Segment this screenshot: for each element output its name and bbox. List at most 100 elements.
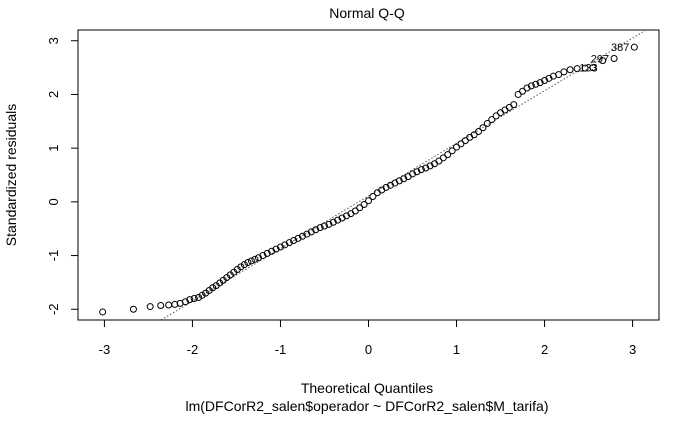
data-point: [453, 143, 461, 151]
data-point: [186, 296, 194, 304]
y-tick-label: 0: [46, 198, 61, 205]
data-point: [475, 128, 483, 135]
data-point: [532, 80, 540, 88]
x-tick-label: -1: [275, 342, 287, 357]
data-point: [409, 170, 417, 178]
data-point: [610, 54, 618, 62]
data-point: [171, 300, 179, 308]
data-point: [589, 64, 597, 72]
y-axis-label: Standardized residuals: [3, 104, 19, 246]
data-point: [560, 68, 568, 76]
data-point: [387, 181, 395, 189]
x-tick-label: -3: [99, 342, 111, 357]
chart-title: Normal Q-Q: [329, 5, 405, 21]
data-point: [303, 230, 311, 238]
data-point: [382, 183, 390, 191]
data-point: [581, 64, 589, 72]
data-point: [573, 65, 581, 73]
data-point: [329, 218, 337, 226]
data-point: [157, 302, 165, 309]
data-point: [523, 84, 531, 92]
data-point: [129, 305, 137, 313]
data-point: [422, 164, 430, 172]
plot-frame: [77, 29, 660, 321]
y-tick-label: 2: [46, 91, 61, 98]
data-point: [254, 254, 262, 262]
data-point: [448, 147, 456, 155]
data-point: [312, 226, 320, 234]
data-point: [338, 214, 346, 222]
data-point: [342, 212, 350, 220]
data-point: [470, 131, 478, 139]
data-point: [541, 76, 549, 84]
y-tick-label: -1: [46, 250, 61, 262]
data-point: [510, 101, 518, 109]
data-point: [435, 157, 443, 165]
data-point: [426, 162, 434, 170]
x-axis: -3 -2 -1 0 1 2 3: [99, 319, 636, 357]
data-point: [290, 237, 298, 245]
data-point: [240, 261, 248, 269]
data-point: [365, 197, 372, 205]
data-point: [351, 207, 359, 215]
data-point: [457, 140, 465, 148]
data-point: [298, 232, 306, 240]
data-point: [195, 293, 203, 301]
y-tick-label: 1: [46, 145, 61, 152]
data-point: [165, 301, 173, 309]
data-point: [369, 192, 377, 200]
data-point: [307, 228, 315, 236]
data-point: [417, 166, 425, 174]
data-point: [272, 245, 280, 253]
y-tick-label: 3: [46, 37, 61, 44]
reference-line: [160, 29, 647, 321]
data-point: [630, 43, 638, 51]
data-point: [566, 66, 574, 74]
data-point: [555, 71, 563, 79]
data-point: [259, 252, 267, 260]
data-point: [413, 168, 421, 176]
data-point: [360, 201, 368, 209]
data-point: [268, 247, 276, 255]
data-point: [263, 249, 271, 257]
data-point: [514, 90, 522, 98]
data-point: [281, 241, 289, 249]
data-point: [198, 291, 206, 299]
data-point: [497, 109, 505, 117]
data-point: [391, 179, 399, 187]
data-point: [536, 79, 544, 87]
data-point: [479, 124, 487, 132]
data-point: [488, 116, 496, 124]
point-annotation: 133: [579, 63, 597, 75]
data-point: [461, 137, 469, 145]
x-tick-label: 2: [541, 342, 548, 357]
data-point: [190, 295, 198, 303]
data-point: [444, 151, 452, 159]
data-point: [439, 154, 447, 162]
y-tick-label: -2: [46, 303, 61, 315]
data-point: [545, 74, 553, 82]
data-point: [395, 177, 403, 185]
data-point: [316, 224, 324, 232]
data-point: [378, 186, 386, 194]
data-point: [483, 119, 491, 127]
data-point: [325, 220, 333, 228]
data-point: [247, 257, 255, 265]
data-point: [320, 222, 328, 230]
data-point: [237, 263, 245, 271]
data-point: [400, 175, 408, 183]
data-point: [519, 87, 527, 95]
data-point: [527, 82, 535, 90]
data-point: [251, 255, 259, 263]
data-point: [505, 103, 513, 111]
x-axis-label: Theoretical Quantiles: [301, 380, 433, 396]
x-tick-label: 3: [629, 342, 636, 357]
data-point: [599, 57, 607, 65]
data-point: [466, 133, 474, 141]
x-tick-label: 1: [453, 342, 460, 357]
data-point: [209, 284, 217, 292]
data-point: [99, 308, 107, 316]
point-annotation: 297: [591, 53, 609, 65]
